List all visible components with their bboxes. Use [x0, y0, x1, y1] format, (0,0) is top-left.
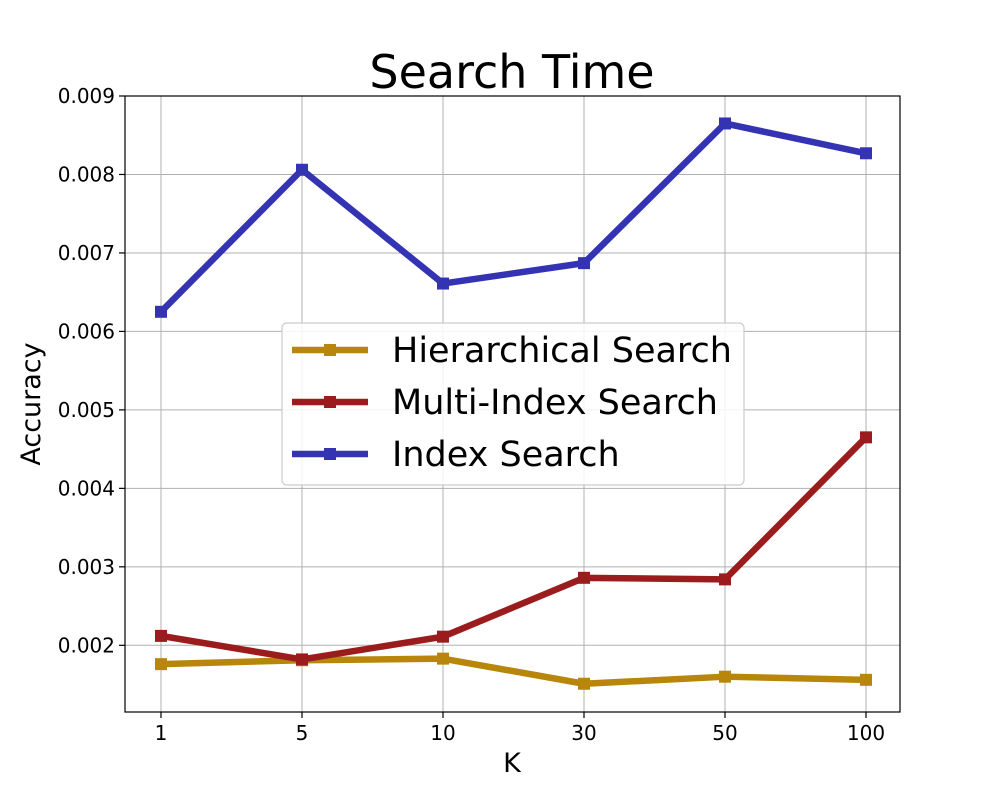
legend-marker: [324, 344, 336, 356]
y-tick-label: 0.009: [58, 84, 115, 108]
x-tick-label: 1: [155, 721, 168, 745]
series-2: [155, 431, 872, 666]
data-point: [155, 305, 167, 318]
y-tick-label: 0.004: [58, 476, 115, 500]
x-tick-label: 30: [571, 721, 596, 745]
legend-label: Multi-Index Search: [392, 383, 718, 423]
y-axis-label: Accuracy: [16, 342, 47, 465]
x-tick-label: 10: [430, 721, 455, 745]
data-point: [578, 571, 590, 584]
data-point: [296, 163, 308, 176]
legend-item: Hierarchical Search: [292, 331, 732, 371]
data-point: [860, 147, 872, 160]
data-point: [437, 277, 449, 290]
x-tick-label: 100: [847, 721, 885, 745]
legend: Hierarchical Search Multi-Index Search Ind…: [281, 322, 745, 486]
data-point: [437, 652, 449, 665]
series-line: [157, 434, 870, 663]
series: [155, 117, 872, 690]
legend-item: Multi-Index Search: [292, 383, 718, 423]
chart-title: Search Time: [369, 45, 654, 99]
data-point: [437, 630, 449, 643]
legend-item: Index Search: [292, 435, 620, 475]
data-point: [578, 257, 590, 270]
y-tick-label: 0.003: [58, 555, 115, 579]
data-point: [860, 673, 872, 686]
plot-frame: [124, 95, 901, 713]
data-point: [860, 431, 872, 444]
data-point: [719, 117, 731, 130]
y-tick-label: 0.008: [58, 162, 115, 186]
series-3: [155, 117, 872, 318]
x-tick-label: 50: [712, 721, 737, 745]
data-point: [719, 670, 731, 683]
series-line: [157, 120, 870, 316]
y-tick-label: 0.005: [58, 398, 115, 422]
legend-marker: [324, 396, 336, 408]
y-tick-label: 0.002: [58, 633, 115, 657]
legend-label: Index Search: [392, 435, 620, 475]
legend-marker: [324, 448, 336, 460]
x-ticks: 1 5 10 30 50 100: [155, 712, 885, 745]
y-ticks: 0.002 0.003 0.004 0.005 0.006 0.007 0.008 0.009: [58, 84, 125, 657]
data-point: [296, 653, 308, 666]
x-tick-label: 5: [296, 721, 309, 745]
x-axis-label: K: [503, 748, 522, 779]
legend-box: [281, 322, 745, 486]
series-line: [157, 655, 870, 688]
data-point: [155, 629, 167, 642]
legend-label: Hierarchical Search: [392, 331, 732, 371]
y-tick-label: 0.007: [58, 241, 115, 265]
data-point: [155, 658, 167, 671]
data-point: [578, 677, 590, 690]
data-point: [719, 573, 731, 586]
y-tick-label: 0.006: [58, 319, 115, 343]
